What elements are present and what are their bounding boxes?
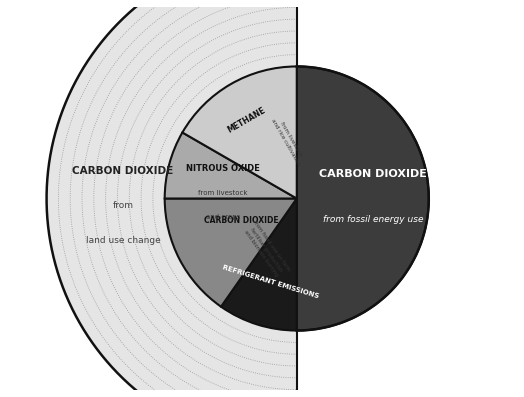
Wedge shape xyxy=(297,66,429,331)
Wedge shape xyxy=(165,133,297,198)
Wedge shape xyxy=(221,198,297,331)
Text: and crops: and crops xyxy=(206,214,240,220)
Text: land use change: land use change xyxy=(85,236,160,245)
Wedge shape xyxy=(182,66,297,198)
Text: REFRIGERANT EMISSIONS: REFRIGERANT EMISSIONS xyxy=(222,264,320,299)
Text: METHANE: METHANE xyxy=(226,105,267,134)
Text: from fossil energy use: from fossil energy use xyxy=(323,215,423,224)
Text: CARBON DIOXIDE: CARBON DIOXIDE xyxy=(204,216,279,225)
Text: CARBON DIOXIDE: CARBON DIOXIDE xyxy=(319,169,427,179)
Text: from livestock: from livestock xyxy=(198,190,248,196)
Text: from livestock
and rice cultivation: from livestock and rice cultivation xyxy=(270,115,307,166)
Text: CARBON DIOXIDE: CARBON DIOXIDE xyxy=(72,166,173,176)
Wedge shape xyxy=(165,198,297,306)
Text: NITROUS OXIDE: NITROUS OXIDE xyxy=(186,164,260,173)
Text: from fossil use on farm
fertiliser production
and biomass burning: from fossil use on farm fertiliser produ… xyxy=(241,220,291,280)
Text: from: from xyxy=(113,201,134,210)
Polygon shape xyxy=(47,0,297,397)
